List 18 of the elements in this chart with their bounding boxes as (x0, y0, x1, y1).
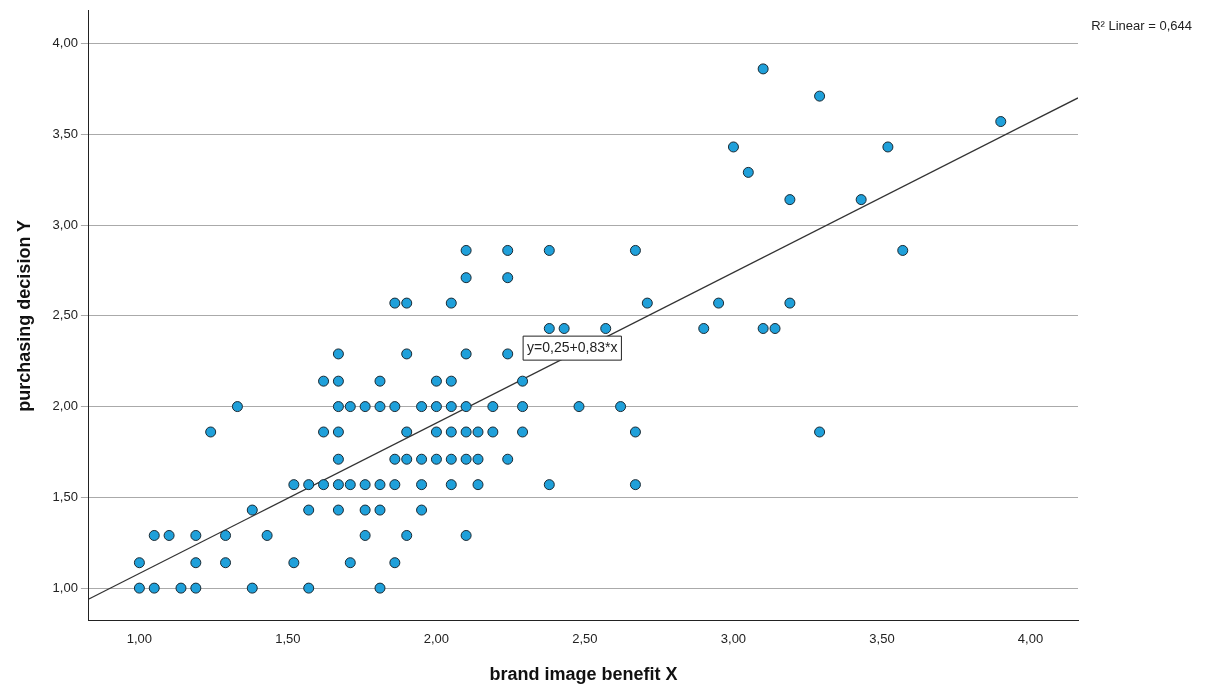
y-tick-label: 1,00 (52, 579, 78, 595)
y-tick-label: 2,50 (52, 307, 78, 323)
x-axis-title: brand image benefit X (489, 664, 678, 685)
y-tick-label: 3,00 (52, 216, 78, 232)
x-tick-label: 1,00 (126, 631, 153, 647)
y-tick-label: 3,50 (52, 125, 78, 141)
x-tick-label: 3,50 (869, 631, 895, 647)
annotation: y=0,25+0,83*x (527, 338, 618, 355)
y-tick-label: 2,00 (52, 398, 78, 414)
x-tick-label: 3,00 (720, 631, 747, 647)
x-tick-label: 2,00 (423, 631, 450, 647)
y-axis-title: purchasing decision Y (13, 219, 34, 412)
y-tick-label: 4,00 (52, 35, 78, 51)
x-tick-label: 2,50 (572, 631, 598, 647)
x-tick-label: 1,50 (275, 631, 301, 647)
text: R² Linear = 0,644 (1091, 17, 1192, 33)
x-tick-label: 4,00 (1017, 631, 1044, 647)
y-tick-label: 1,50 (52, 488, 78, 504)
